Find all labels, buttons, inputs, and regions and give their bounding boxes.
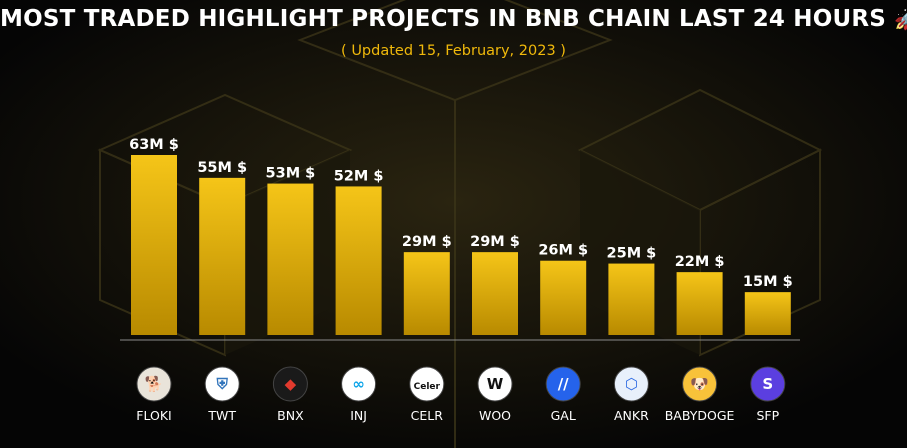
bar-bnx xyxy=(267,183,314,335)
data-label-floki: 63M $ xyxy=(129,137,179,153)
data-label-inj: 52M $ xyxy=(334,168,384,184)
svg-text:🐶: 🐶 xyxy=(690,375,709,393)
bar-floki xyxy=(131,155,177,335)
data-label-ankr: 25M $ xyxy=(607,246,657,262)
rocket-icon: 🚀 xyxy=(894,7,907,31)
chart-title-text: MOST TRADED HIGHLIGHT PROJECTS IN BNB CH… xyxy=(0,6,887,32)
svg-text:∞: ∞ xyxy=(352,375,365,393)
tick-label-ankr: ANKR xyxy=(614,408,649,423)
data-label-bnx: 53M $ xyxy=(266,166,316,182)
twt-shield-icon: ⛨ xyxy=(204,366,240,402)
bar-sfp xyxy=(744,292,791,335)
ankr-icon: ⬡ xyxy=(613,366,649,402)
bar-babydoge xyxy=(676,272,723,335)
svg-text:S: S xyxy=(762,375,773,393)
tick-label-bnx: BNX xyxy=(277,408,304,423)
bar-gal xyxy=(540,260,587,335)
data-label-sfp: 15M $ xyxy=(743,274,793,290)
bar-ankr xyxy=(608,263,655,335)
bar-inj xyxy=(335,186,382,335)
tick-label-celr: CELR xyxy=(411,408,444,423)
data-label-celr: 29M $ xyxy=(402,234,452,250)
floki-shiba-icon: 🐕 xyxy=(136,366,172,402)
tick-label-woo: WOO xyxy=(479,408,511,423)
sfp-icon: S xyxy=(750,366,786,402)
svg-text:🐕: 🐕 xyxy=(145,375,164,393)
gal-icon: // xyxy=(545,366,581,402)
woo-icon: W xyxy=(477,366,513,402)
tick-label-babydoge: BABYDOGE xyxy=(665,408,735,423)
svg-text:W: W xyxy=(487,375,504,393)
data-label-woo: 29M $ xyxy=(470,234,520,250)
bnx-icon: ◆ xyxy=(272,366,308,402)
data-label-gal: 26M $ xyxy=(538,243,588,259)
svg-text:⬡: ⬡ xyxy=(625,375,638,393)
bar-woo xyxy=(472,252,518,335)
tick-label-gal: GAL xyxy=(551,408,576,423)
chart-title: MOST TRADED HIGHLIGHT PROJECTS IN BNB CH… xyxy=(0,6,907,32)
tick-label-floki: FLOKI xyxy=(136,408,171,423)
bar-twt xyxy=(199,177,246,335)
data-label-babydoge: 22M $ xyxy=(675,254,725,270)
tick-label-inj: INJ xyxy=(350,408,367,423)
tick-label-twt: TWT xyxy=(207,408,236,423)
svg-text:Celer: Celer xyxy=(414,382,441,392)
svg-text://: // xyxy=(558,375,569,393)
svg-text:⛨: ⛨ xyxy=(216,375,229,393)
chart-subtitle: ( Updated 15, February, 2023 ) xyxy=(341,43,566,59)
data-label-twt: 55M $ xyxy=(197,160,247,176)
celer-icon: Celer xyxy=(409,366,445,402)
inj-icon: ∞ xyxy=(341,366,377,402)
babydoge-icon: 🐶 xyxy=(682,366,718,402)
tick-label-sfp: SFP xyxy=(756,408,779,423)
bar-celr xyxy=(403,252,450,335)
svg-text:◆: ◆ xyxy=(285,375,297,393)
